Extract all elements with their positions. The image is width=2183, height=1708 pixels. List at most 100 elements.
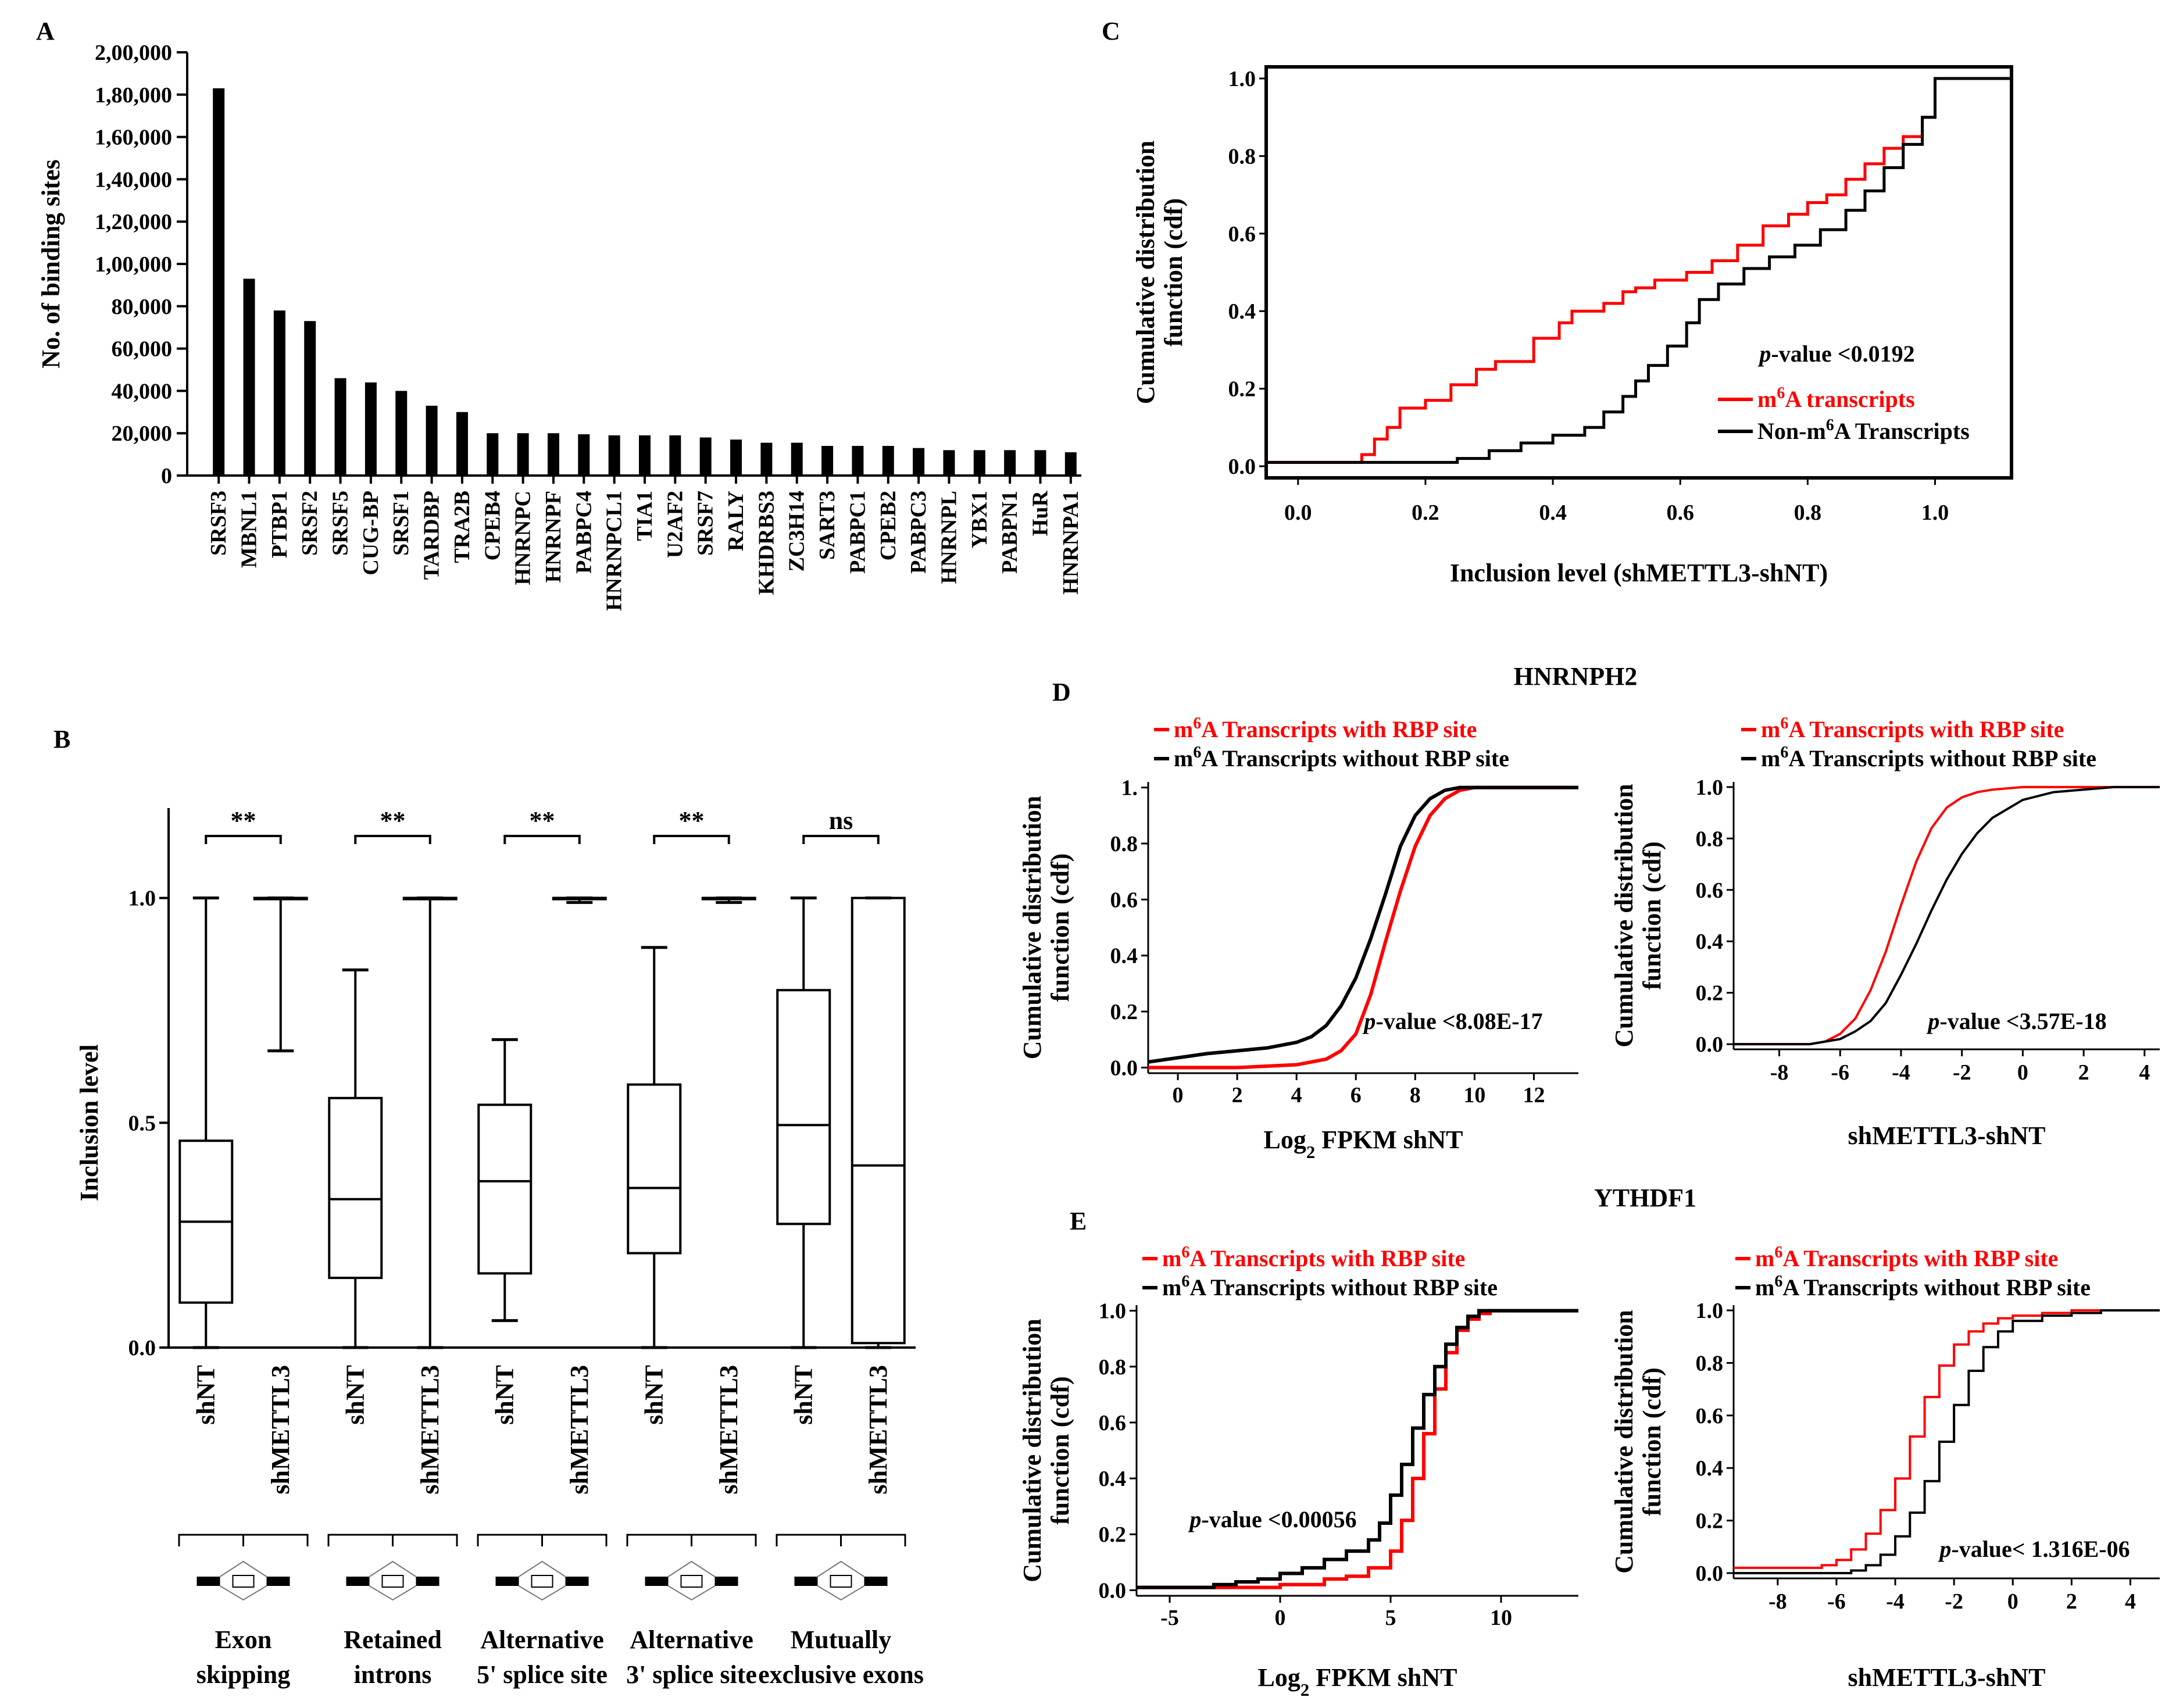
y-axis-title: No. of binding sites [37, 159, 65, 368]
y-tick-label: 0.6 [1696, 1404, 1724, 1428]
panel-label-a: A [36, 17, 55, 45]
y-tick-label: 0.8 [1228, 144, 1256, 169]
box [776, 989, 831, 1225]
y-axis-title: Cumulative distribution [1131, 141, 1160, 405]
y-tick-label: 0.6 [1228, 222, 1256, 246]
category-label: TIA1 [633, 491, 657, 541]
panel-e-title: YTHDF1 [1594, 1184, 1696, 1212]
bar [547, 433, 559, 476]
y-tick-label: 1.0 [1696, 776, 1724, 800]
bar [273, 310, 285, 476]
x-tick-label: 1.0 [1921, 501, 1949, 525]
y-tick-label: 2,00,000 [95, 41, 172, 65]
y-tick-label: 0.0 [128, 1336, 156, 1360]
event-type-label: 3' splice site [626, 1660, 757, 1689]
bar [852, 446, 864, 476]
cdf-series-line [1734, 785, 2160, 1046]
box-category-label: shNT [191, 1365, 220, 1425]
splice-path [219, 1585, 267, 1601]
y-tick-label: 0.4 [1110, 944, 1138, 969]
y-tick-label: 1.0 [1696, 1299, 1724, 1323]
significance-bracket [802, 835, 880, 844]
panel-d-left-cdf-plot: 0.0 0.2 0.4 0.6 0.8 1. 0 2 4 6 8 10 12 Cumulative dis… [1018, 714, 1578, 1162]
bar [669, 435, 681, 476]
y-tick-label: 0.8 [1696, 827, 1724, 851]
y-tick-label: 0.8 [1696, 1351, 1724, 1375]
y-tick-label: 0.4 [1099, 1467, 1127, 1491]
x-tick-label: -4 [1886, 1589, 1905, 1614]
splice-path [518, 1560, 566, 1577]
cdf-series-line [1734, 785, 2160, 1046]
x-tick-label: -6 [1827, 1589, 1846, 1614]
panel-c-cdf-plot: 0.0 0.2 0.4 0.6 0.8 1.0 0.0 0.2 0.4 0.6 0.8 1.0 Cumu… [1131, 65, 2013, 587]
exon-block [196, 1577, 220, 1586]
p-value-label: p-value <0.0192 [1757, 341, 1914, 367]
cdf-series-line [1266, 77, 2011, 464]
x-tick-label: 10 [1463, 1083, 1485, 1107]
bar [334, 378, 346, 476]
cdf-series-line [1148, 785, 1578, 1070]
panel-label-e: E [1070, 1207, 1087, 1235]
splice-path [817, 1560, 865, 1577]
y-tick-label: 1.0 [1228, 67, 1256, 91]
event-type-label: Alternative [480, 1625, 604, 1654]
p-value-label: p-value <8.08E-17 [1362, 1008, 1542, 1034]
bar [578, 434, 590, 476]
x-tick-label: -8 [1770, 1060, 1789, 1085]
x-tick-label: 6 [1350, 1083, 1362, 1107]
legend-label: m6A Transcripts without RBP site [1761, 744, 2096, 772]
x-axis-title: shMETTL3-shNT [1848, 1663, 2046, 1692]
category-label: HNRNPC [511, 491, 535, 585]
bar [456, 412, 468, 476]
y-tick-label: 80,000 [112, 295, 173, 319]
y-tick-label: 0 [161, 464, 172, 488]
x-tick-label: 0.0 [1284, 501, 1312, 525]
significance-bracket [205, 835, 282, 844]
splice-path [518, 1585, 566, 1601]
box-category-label: shNT [341, 1365, 369, 1425]
splice-path [369, 1560, 417, 1577]
splice-path [219, 1560, 267, 1577]
cdf-series-line [1734, 1309, 2160, 1574]
x-axis-title: shMETTL3-shNT [1848, 1121, 2046, 1150]
exon-block [645, 1577, 669, 1586]
bar [943, 450, 955, 476]
bar [243, 278, 255, 476]
x-tick-label: 5 [1385, 1606, 1396, 1630]
category-label: SRSF7 [694, 491, 718, 556]
category-label: CPEB2 [876, 491, 901, 560]
legend-label: Non-m6A Transcripts [1757, 416, 1970, 445]
y-tick-label: 0.2 [1696, 981, 1724, 1006]
x-tick-label: 4 [1291, 1083, 1302, 1107]
event-type-label: Retained [344, 1625, 442, 1654]
category-label: RALY [724, 491, 748, 551]
legend-label: m6A Transcripts with RBP site [1761, 714, 2064, 743]
significance-label: ** [679, 806, 705, 835]
y-tick-label: 1.0 [1099, 1299, 1127, 1324]
box-category-label: shNT [639, 1365, 668, 1425]
significance-label: ** [231, 806, 256, 835]
panel-a-bar-chart: 0 20,000 40,000 60,000 80,000 1,00,000 1,20,00… [37, 41, 1083, 611]
x-tick-label: 0.6 [1666, 501, 1694, 525]
alt-exon-block [232, 1575, 255, 1588]
y-axis-title: Inclusion level [75, 1044, 103, 1201]
cdf-series-line [1148, 785, 1578, 1064]
exon-block [864, 1577, 888, 1586]
x-tick-label: 8 [1410, 1083, 1421, 1107]
y-tick-label: 40,000 [112, 379, 173, 403]
category-label: SRSF3 [206, 491, 231, 556]
category-label: YBX1 [967, 491, 992, 548]
x-tick-label: 0 [2017, 1060, 2028, 1085]
box-category-label: shMETTL3 [714, 1365, 743, 1495]
x-tick-label: -5 [1160, 1606, 1179, 1630]
y-tick-label: 0.0 [1099, 1578, 1127, 1603]
category-label: SART3 [815, 491, 839, 560]
box-category-label: shNT [789, 1365, 817, 1425]
x-tick-label: 0.4 [1539, 501, 1567, 525]
category-label: SRSF1 [389, 491, 413, 556]
category-label: HNRNPF [541, 491, 566, 583]
y-tick-label: 0.2 [1696, 1509, 1724, 1534]
y-tick-label: 0.2 [1110, 1000, 1138, 1024]
y-tick-label: 1,80,000 [95, 83, 172, 108]
category-label: U2AF2 [663, 491, 687, 558]
